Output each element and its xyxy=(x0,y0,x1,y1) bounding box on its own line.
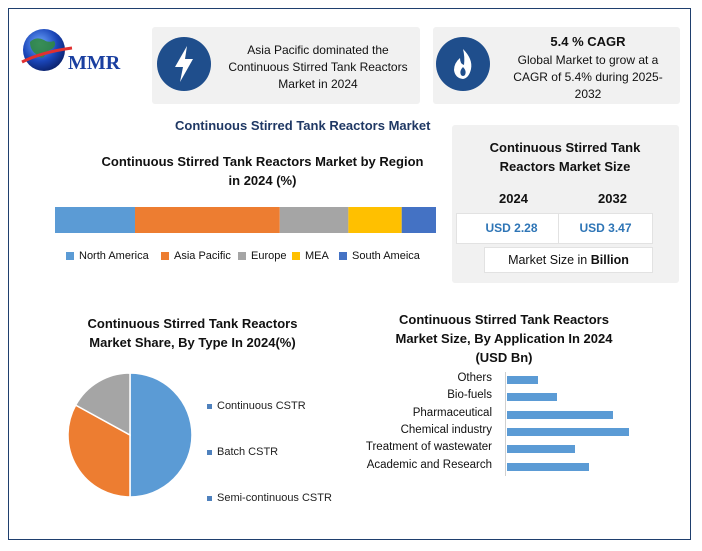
type-chart-title: Continuous Stirred Tank Reactors Market … xyxy=(87,316,298,350)
legend-item: North America xyxy=(66,250,149,262)
pie-legend-label: Continuous CSTR xyxy=(217,400,306,412)
region-segment-europe xyxy=(279,207,349,233)
value-2024: USD 2.28 xyxy=(456,213,567,244)
pie-slice-continuous-cstr xyxy=(129,372,193,498)
infographic-frame xyxy=(8,8,691,540)
application-bar xyxy=(507,410,613,419)
callout2-text: Global Market to grow at a CAGR of 5.4% … xyxy=(513,53,663,101)
application-label: Treatment of wastewater xyxy=(365,441,492,454)
legend-item: Asia Pacific xyxy=(161,250,231,262)
application-label: Chemical industry xyxy=(400,423,492,436)
flame-icon xyxy=(436,37,490,91)
unit-bold: Billion xyxy=(590,253,629,267)
pie-slice-batch-cstr xyxy=(67,404,131,498)
callout1-text: Asia Pacific dominated the Continuous St… xyxy=(228,43,408,91)
pie-legend-label: Semi-continuous CSTR xyxy=(217,492,332,504)
pie-slice-semi-continuous-cstr xyxy=(74,372,131,437)
market-size-unit: Market Size in Billion xyxy=(484,247,653,273)
legend-swatch xyxy=(292,252,300,261)
pie-legend-bullet xyxy=(207,403,212,409)
legend-item: Europe xyxy=(238,250,286,262)
legend-item: MEA xyxy=(292,250,329,262)
legend-label: South Ameica xyxy=(352,250,420,262)
unit-prefix: Market Size in xyxy=(508,253,591,267)
application-label: Pharmaceutical xyxy=(412,406,492,419)
pie-legend-bullet xyxy=(207,449,212,455)
legend-label: Europe xyxy=(251,250,287,262)
logo-text: MMR xyxy=(68,52,121,74)
application-label: Bio-fuels xyxy=(447,389,492,402)
type-pie-chart xyxy=(67,372,193,498)
legend-item: South Ameica xyxy=(339,250,420,262)
logo-globe-icon xyxy=(21,29,73,71)
main-title: Continuous Stirred Tank Reactors Market xyxy=(175,118,431,133)
year-2032: 2032 xyxy=(598,191,627,206)
year-2024: 2024 xyxy=(499,191,528,206)
legend-swatch xyxy=(161,252,169,261)
pie-legend-bullet xyxy=(207,495,212,501)
application-bar xyxy=(507,445,576,454)
legend-swatch xyxy=(238,252,246,261)
application-bar xyxy=(507,393,557,402)
market-size-title: Continuous Stirred Tank Reactors Market … xyxy=(489,140,641,174)
application-bar xyxy=(507,462,590,471)
application-label: Others xyxy=(457,372,492,384)
region-stacked-bar xyxy=(55,207,436,233)
pie-legend-item: Batch CSTR xyxy=(207,446,278,458)
region-chart-title: Continuous Stirred Tank Reactors Market … xyxy=(101,154,424,188)
application-bar xyxy=(507,427,629,436)
application-label: Academic and Research xyxy=(366,458,492,471)
value-2032: USD 3.47 xyxy=(558,213,653,244)
legend-label: North America xyxy=(79,250,149,262)
pie-legend-item: Continuous CSTR xyxy=(207,400,306,412)
pie-legend-item: Semi-continuous CSTR xyxy=(207,492,332,504)
application-axis-line xyxy=(505,372,506,476)
region-segment-mea xyxy=(348,207,402,233)
pie-legend-label: Batch CSTR xyxy=(217,446,279,458)
callout2-heading: 5.4 % CAGR xyxy=(550,34,626,49)
region-segment-asia-pacific xyxy=(135,207,280,233)
legend-label: MEA xyxy=(305,250,329,262)
application-bar xyxy=(507,376,539,384)
legend-swatch xyxy=(66,252,74,261)
application-chart-title: Continuous Stirred Tank Reactors Market … xyxy=(395,312,613,365)
lightning-icon xyxy=(157,37,211,91)
region-segment-north-america xyxy=(55,207,136,233)
legend-label: Asia Pacific xyxy=(174,250,231,262)
legend-swatch xyxy=(339,252,347,261)
region-segment-south-ameica xyxy=(401,207,436,233)
